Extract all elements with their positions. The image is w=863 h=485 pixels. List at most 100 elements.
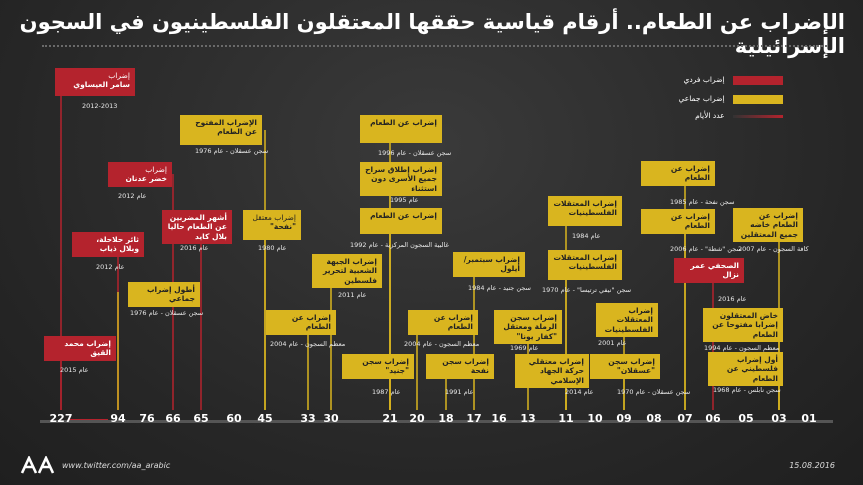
event-label: إضراب إطلاق سراح جميع الأسرى دون استثناء xyxy=(365,165,437,193)
event-label: إضراب المعتقلات الفلسطينيات xyxy=(604,306,653,334)
axis-tick-30: 30 xyxy=(323,412,339,425)
event-sub: سجن نفحة - عام 1985 xyxy=(670,198,735,206)
event-label: أول إضراب فلسطيني عن الطعام xyxy=(726,355,778,383)
event-label-prefix: إضراب معتقل xyxy=(252,213,297,222)
event-sub: عام 1980 xyxy=(258,244,287,252)
event-sub: سجن عسقلان - عام 1976 xyxy=(195,147,269,155)
event-sub: عام 1987 xyxy=(372,388,401,396)
event-label: الصحفي عمر نزال xyxy=(690,261,739,280)
axis-tick-08: 08 xyxy=(646,412,662,425)
event-label: إضراب سبتمبر/أيلول xyxy=(463,255,520,274)
event-label: إضراب الجبهة الشعبية لتحرير فلسطين xyxy=(323,257,377,285)
event-sub: عام 2012 xyxy=(96,263,125,271)
event-card: الصحفي عمر نزال xyxy=(674,258,744,283)
legend-individual-swatch xyxy=(733,75,783,85)
event-card: إضراب عن الطعام xyxy=(408,310,478,335)
event-label: إضراب عن الطعام xyxy=(291,313,331,332)
event-sub: عام 2015 xyxy=(60,366,89,374)
axis-tick-13: 13 xyxy=(520,412,536,425)
axis-tick-33: 33 xyxy=(300,412,316,425)
event-label: "نفحة" xyxy=(270,222,296,232)
event-label: ثائر حلاحلة، وبلال ذياب xyxy=(96,235,139,254)
axis-tick-60: 60 xyxy=(226,412,242,425)
axis-tick-11: 11 xyxy=(558,412,574,425)
event-card: إضراب سجن "عسقلان" xyxy=(590,354,660,379)
event-sub: عام 1969 xyxy=(510,344,539,352)
event-sub: عام 1991 xyxy=(445,388,474,396)
legend-collective: إضراب جماعي xyxy=(678,94,783,104)
event-card: إضراب عن الطعام خاضه جميع المعتقلين xyxy=(733,208,803,243)
axis-tick-07: 07 xyxy=(677,412,693,425)
axis-tick-66: 66 xyxy=(165,412,181,425)
axis-tick-227: 227 xyxy=(49,412,73,425)
legend-collective-label: إضراب جماعي xyxy=(678,94,725,103)
event-label: إضراب معتقلي حركة الجهاد الإسلامي xyxy=(528,357,584,385)
aa-logo xyxy=(20,456,55,474)
event-card: إضراب الجبهة الشعبية لتحرير فلسطين xyxy=(312,254,382,289)
event-card: أشهر المضربين عن الطعام حاليا بلال كايد xyxy=(162,210,232,245)
event-sub: عام 2012 xyxy=(118,192,147,200)
event-label: إضراب سجن الرملة ومعتقل "كفار يونا" xyxy=(503,313,557,341)
event-card: إضراب عن الطعام xyxy=(641,161,715,186)
event-card: أطول إضراب جماعي xyxy=(128,282,200,307)
event-label: إضراب سجن نفحة xyxy=(442,357,489,376)
event-card: إضراب سامر العيساوي xyxy=(55,68,135,96)
axis-tick-06: 06 xyxy=(705,412,721,425)
event-label: إضراب سجن "عسقلان" xyxy=(608,357,655,376)
legend-days-swatch xyxy=(733,114,783,118)
event-sub: سجن "شطة" - عام 2006 xyxy=(670,245,742,253)
event-label-prefix: إضراب xyxy=(145,165,167,174)
event-sub: عام 2011 xyxy=(338,291,367,299)
event-label: خاض المعتقلون إضرابا مفتوحا عن الطعام xyxy=(712,311,778,339)
axis-tick-20: 20 xyxy=(409,412,425,425)
event-card: إضراب عن الطعام xyxy=(360,115,442,143)
axis-tick-18: 18 xyxy=(438,412,454,425)
event-card: إضراب سبتمبر/أيلول xyxy=(453,252,525,277)
days-axis xyxy=(40,420,833,423)
title-divider xyxy=(42,45,827,47)
axis-tick-10: 10 xyxy=(587,412,603,425)
event-card: إضراب المعتقلات الفلسطينيات xyxy=(548,250,622,280)
axis-tick-01: 01 xyxy=(801,412,817,425)
event-card: أول إضراب فلسطيني عن الطعام xyxy=(708,352,783,387)
event-card: إضراب المعتقلات الفلسطينيات xyxy=(548,196,622,226)
event-label: إضراب عن الطعام xyxy=(370,118,437,127)
event-sub: معظم السجون - عام 2004 xyxy=(404,340,480,348)
legend-collective-swatch xyxy=(733,94,783,104)
event-card: إضراب معتقلي حركة الجهاد الإسلامي xyxy=(515,354,589,389)
legend-days-label: عدد الأيام xyxy=(695,111,725,120)
event-sub: عام 1995 xyxy=(390,196,419,204)
event-card: ثائر حلاحلة، وبلال ذياب xyxy=(72,232,144,257)
event-sub: عام 2016 xyxy=(718,295,747,303)
event-sub: غالبية السجون المركزية - عام 1992 xyxy=(350,241,449,249)
event-sub: سجن نابلس - عام 1968 xyxy=(713,386,781,394)
event-sub: عام 2001 xyxy=(598,339,627,347)
event-label: إضراب عن الطعام xyxy=(370,211,437,220)
axis-tick-16: 16 xyxy=(491,412,507,425)
event-card: إضراب محمد القيق xyxy=(44,336,116,361)
axis-tick-03: 03 xyxy=(771,412,787,425)
event-card: إضراب عن الطعام xyxy=(641,209,715,234)
axis-tick-09: 09 xyxy=(616,412,632,425)
event-label: أطول إضراب جماعي xyxy=(146,285,195,304)
event-card: إضراب سجن الرملة ومعتقل "كفار يونا" xyxy=(494,310,562,345)
event-card: إضراب عن الطعام xyxy=(266,310,336,335)
event-card: إضراب المعتقلات الفلسطينيات xyxy=(596,303,658,338)
event-label: الإضراب المفتوح عن الطعام xyxy=(195,118,257,137)
axis-tick-05: 05 xyxy=(738,412,754,425)
event-sub: سجن "نيفي ترتيسا" - عام 1970 xyxy=(542,286,632,294)
event-label: خضر عدنان xyxy=(125,174,167,184)
event-card: إضراب خضر عدنان xyxy=(108,162,172,187)
event-label: أشهر المضربين عن الطعام حاليا بلال كايد xyxy=(167,213,227,241)
event-label: إضراب عن الطعام xyxy=(670,164,710,183)
event-card: الإضراب المفتوح عن الطعام xyxy=(180,115,262,145)
footer-date: 15.08.2016 xyxy=(789,461,835,470)
axis-tick-21: 21 xyxy=(382,412,398,425)
event-label: إضراب سجن "جنيد" xyxy=(362,357,409,376)
legend-individual-label: إضراب فردي xyxy=(683,75,725,84)
event-label: إضراب عن الطعام xyxy=(670,212,710,231)
event-card: إضراب إطلاق سراح جميع الأسرى دون استثناء xyxy=(360,162,442,197)
event-sub: سجن جنيد - عام 1984 xyxy=(468,284,531,292)
event-label: إضراب المعتقلات الفلسطينيات xyxy=(553,199,617,218)
footer-url[interactable]: www.twitter.com/aa_arabic xyxy=(62,461,171,470)
